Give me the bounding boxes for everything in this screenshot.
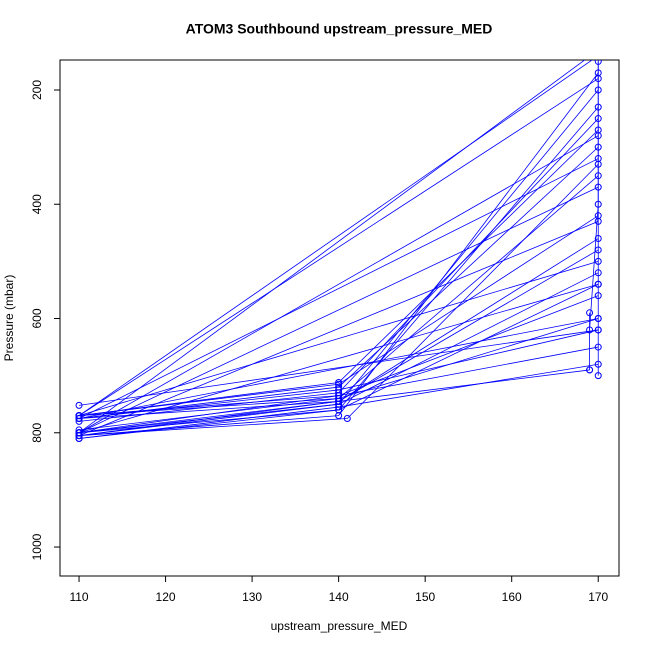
series-line [79, 163, 599, 437]
series-line [78, 175, 599, 431]
data-point [75, 401, 83, 409]
series-line [78, 146, 599, 419]
data-point [595, 53, 601, 59]
data-point [595, 47, 601, 53]
series-line [78, 272, 599, 437]
series-line [78, 215, 599, 417]
series-line [78, 135, 599, 434]
x-tick-label: 120 [156, 590, 176, 604]
x-tick-label: 150 [415, 590, 435, 604]
series-line [78, 118, 599, 422]
y-tick-label: 1000 [30, 533, 44, 560]
series-line [78, 283, 599, 434]
series-line [78, 261, 599, 417]
series-line [589, 61, 599, 330]
x-axis-label: upstream_pressure_MED [271, 619, 408, 633]
series-line [78, 346, 599, 434]
series-line [78, 318, 599, 419]
data-point [594, 372, 602, 380]
x-tick-label: 110 [69, 590, 88, 604]
x-tick-label: 140 [329, 590, 349, 604]
y-tick-label: 400 [30, 194, 44, 214]
series-line [78, 329, 599, 406]
x-tick-label: 160 [502, 590, 522, 604]
series-line [78, 329, 599, 419]
series-line [78, 60, 586, 434]
y-axis-label: Pressure (mbar) [2, 275, 16, 362]
series-line [79, 106, 599, 434]
plot-frame [59, 59, 620, 577]
data-point [586, 366, 594, 374]
series-line [78, 221, 599, 437]
y-tick-label: 800 [30, 422, 44, 442]
data-point [335, 397, 343, 405]
data-point [75, 429, 83, 437]
data-point [75, 414, 83, 422]
x-tick-label: 170 [588, 590, 608, 604]
series-line [78, 60, 593, 416]
series-line [78, 186, 599, 434]
y-tick-label: 200 [30, 80, 44, 100]
x-tick-label: 130 [242, 590, 262, 604]
chart-title: ATOM3 Southbound upstream_pressure_MED [186, 21, 493, 37]
data-point [586, 309, 594, 317]
plot-area [75, 47, 602, 442]
series-line [79, 295, 599, 417]
series-line [78, 78, 599, 416]
data-point [335, 406, 343, 414]
data-point [343, 414, 351, 422]
data-point [75, 412, 83, 420]
series-line [78, 158, 599, 419]
data-point [335, 379, 343, 386]
series-line [79, 72, 599, 437]
y-tick-label: 600 [30, 308, 44, 328]
series-line [79, 238, 599, 419]
series-line [78, 129, 599, 417]
data-point [595, 53, 601, 59]
